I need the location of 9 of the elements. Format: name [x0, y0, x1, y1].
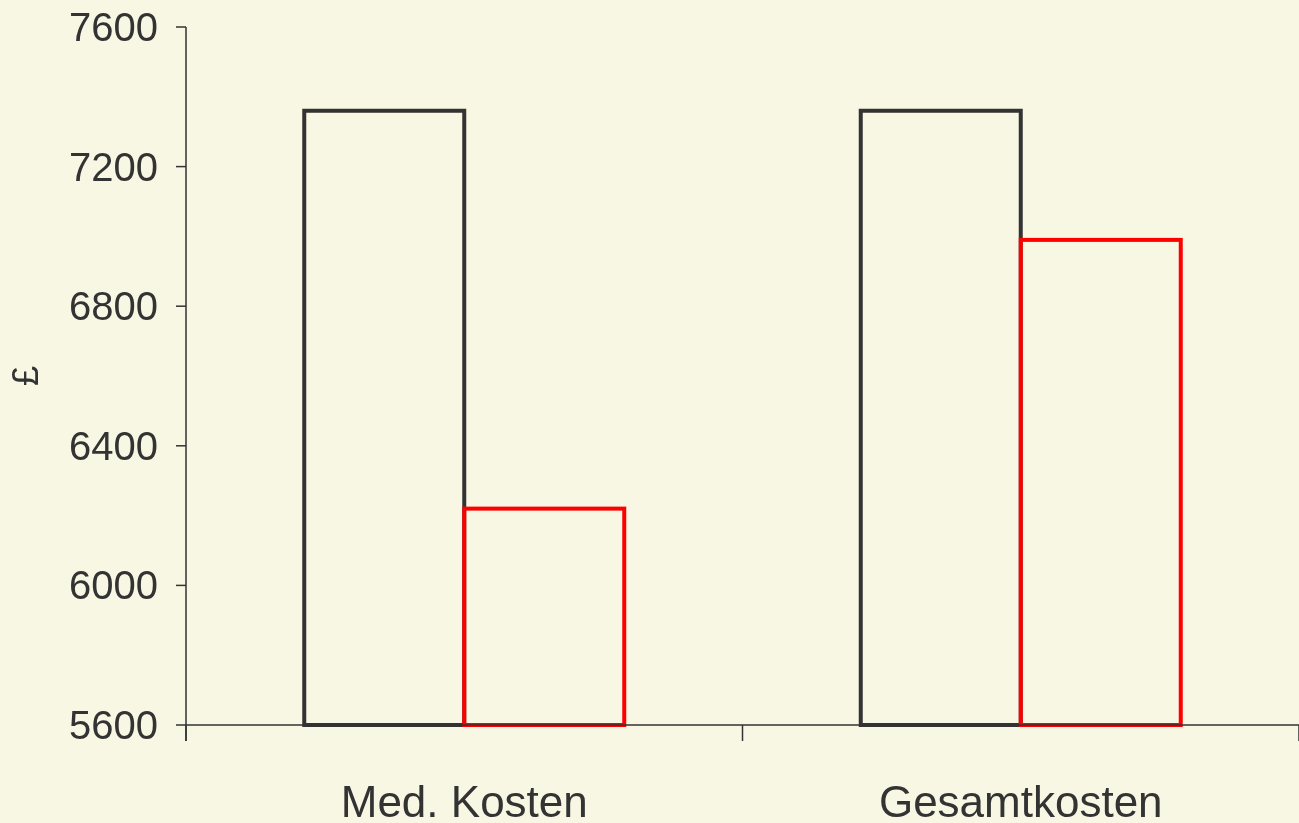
y-tick-label: 6400	[69, 423, 158, 468]
x-tick-label: Gesamtkosten	[878, 777, 1163, 823]
y-axis-title: £	[5, 365, 46, 387]
y-tick-label: 5600	[69, 703, 158, 747]
y-tick-label: 6000	[69, 563, 158, 608]
y-tick-label: 6800	[69, 284, 158, 329]
x-tick-label: Med. Kosten	[340, 777, 588, 823]
y-tick-label: 7600	[69, 5, 158, 49]
y-tick-label: 7200	[69, 144, 158, 189]
